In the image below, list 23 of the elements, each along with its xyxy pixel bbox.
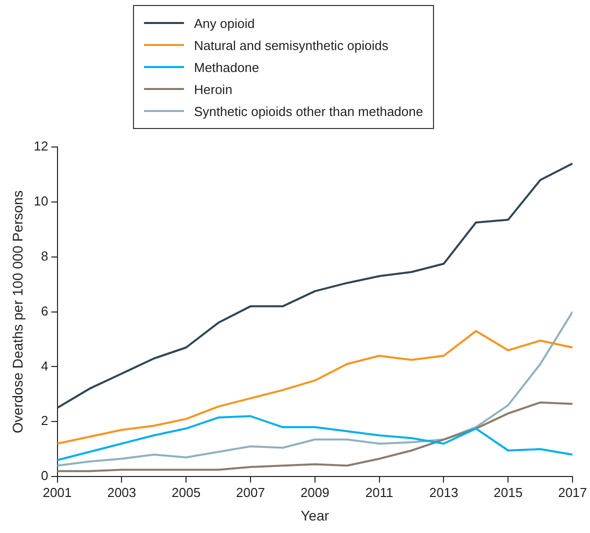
x-tick-label: 2013 <box>429 484 458 500</box>
y-tick-label: 4 <box>41 358 48 374</box>
y-axis-title: Overdose Deaths per 100 000 Persons <box>9 190 26 434</box>
x-tick-label: 2007 <box>236 484 265 500</box>
x-tick-label: 2017 <box>558 484 587 500</box>
y-tick-label: 8 <box>41 248 48 264</box>
legend-label: Any opioid <box>194 16 255 30</box>
legend-label: Synthetic opioids other than methadone <box>194 104 424 118</box>
legend-label: Methadone <box>194 60 260 74</box>
y-tick-label: 10 <box>34 194 48 209</box>
x-tick-label: 2005 <box>172 484 201 500</box>
legend-label: Heroin <box>194 82 232 96</box>
y-tick-label: 0 <box>41 468 48 484</box>
y-tick-label: 6 <box>41 303 48 318</box>
x-tick-label: 2009 <box>300 484 330 500</box>
x-tick-label: 2015 <box>494 484 523 500</box>
y-tick-label: 12 <box>34 138 48 154</box>
x-tick-label: 2011 <box>365 484 394 500</box>
x-tick-label: 2003 <box>107 484 136 500</box>
y-tick-label: 2 <box>41 413 48 428</box>
x-axis-title: Year <box>300 507 330 524</box>
x-tick-label: 2001 <box>42 484 72 500</box>
legend-label: Natural and semisynthetic opioids <box>194 38 388 52</box>
